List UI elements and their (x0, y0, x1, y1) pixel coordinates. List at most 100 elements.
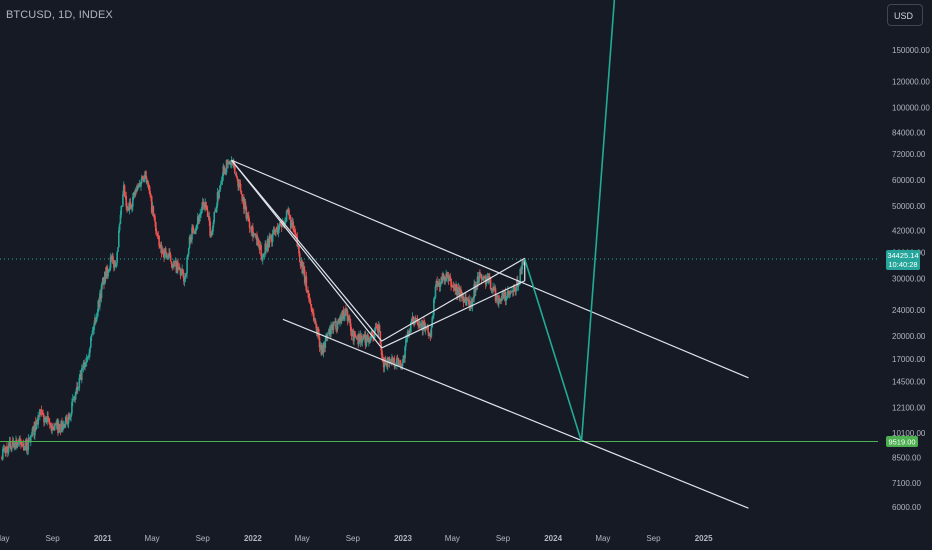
candle-body (323, 343, 326, 348)
candle-body (518, 281, 521, 284)
candle-body (245, 207, 248, 219)
candle-body (510, 291, 512, 293)
candle-body (158, 236, 160, 246)
candle-body (368, 340, 370, 343)
candle-body (483, 276, 485, 279)
candle-body (512, 291, 514, 292)
candle-body (507, 290, 510, 295)
price-axis[interactable]: 150000.00 120000.00 100000.00 84000.00 72000… (892, 46, 930, 512)
candle-body (340, 317, 342, 322)
candle-body (204, 201, 206, 209)
candle-body (136, 186, 138, 192)
candle-body (92, 330, 95, 331)
candle-body (405, 338, 408, 340)
candle-body (470, 301, 472, 307)
candle-body (414, 317, 416, 324)
candle-body (508, 294, 511, 296)
candle-body (435, 281, 438, 287)
candle-body (311, 309, 313, 313)
candle-body (312, 312, 314, 314)
candle-body (376, 327, 378, 329)
candle-body (106, 266, 109, 277)
candle-body (52, 426, 54, 430)
candle-body (265, 243, 267, 251)
rising-channel-bottom[interactable] (381, 280, 525, 349)
candle-body (13, 443, 16, 446)
candle-body (280, 225, 283, 228)
candle-body (319, 344, 322, 348)
candle-body (373, 331, 376, 339)
candle-body (236, 176, 239, 180)
projection-path[interactable] (523, 0, 616, 442)
candle-body (500, 300, 503, 302)
plot-area[interactable] (0, 0, 878, 509)
candle-body (360, 335, 363, 343)
candle-body (67, 414, 70, 424)
candle-body (112, 256, 114, 261)
candle-body (75, 391, 77, 396)
candle-body (353, 331, 355, 342)
candle-body (105, 266, 108, 279)
candle-body (420, 323, 423, 326)
candle-body (11, 440, 14, 447)
candle-body (59, 431, 62, 433)
candle-body (412, 316, 415, 323)
candle-body (196, 216, 199, 225)
candle-body (78, 377, 81, 388)
candle-body (240, 190, 243, 195)
candle-body (44, 417, 47, 419)
candle-body (123, 185, 126, 196)
steep-trendline-a[interactable] (231, 159, 383, 342)
price-tick-label: 7100.00 (892, 479, 921, 488)
time-axis[interactable]: May Sep 2021 May Sep 2022 May Sep 2023 May Sep 2024… (0, 534, 713, 543)
candle-body (411, 316, 414, 320)
candle-body (1, 456, 3, 460)
candle-body (441, 277, 443, 281)
candle-body (359, 335, 361, 343)
candle-body (462, 296, 465, 303)
candle-body (85, 361, 87, 363)
support-price-badge (886, 435, 918, 447)
candle-body (410, 319, 413, 323)
candle-body (286, 210, 289, 212)
candle-body (148, 185, 151, 191)
candle-body (122, 185, 125, 195)
candle-body (135, 190, 137, 192)
candle-body (496, 295, 498, 298)
candle-body (443, 276, 446, 282)
candle-body (396, 358, 399, 359)
candle-body (228, 161, 230, 163)
candle-body (287, 209, 290, 212)
price-tick-label: 14500.00 (892, 378, 926, 387)
candle-body (160, 245, 163, 253)
currency-button[interactable]: USD (887, 4, 923, 26)
upper-trendline[interactable] (231, 159, 749, 379)
candle-body (90, 336, 92, 348)
candle-body (288, 209, 290, 216)
lower-channel-line[interactable] (282, 318, 749, 509)
steep-trendline-b[interactable] (231, 159, 383, 349)
candle-body (317, 328, 319, 336)
candle-body (257, 239, 260, 246)
rising-channel-top[interactable] (381, 257, 526, 342)
candle-body (442, 274, 445, 277)
candle-body (454, 287, 457, 291)
candle-body (113, 260, 115, 268)
candle-body (90, 333, 93, 337)
candle-body (9, 441, 12, 448)
candle-body (2, 448, 5, 450)
candle-body (404, 346, 406, 359)
candle-body (308, 298, 311, 301)
candle-body (34, 421, 36, 436)
candle-body (489, 277, 492, 289)
candle-body (159, 245, 161, 249)
candle-body (465, 297, 467, 306)
candle-body (512, 286, 515, 292)
candle-body (113, 262, 116, 268)
candle-body (307, 290, 309, 294)
candle-body (193, 231, 196, 234)
candle-body (125, 196, 128, 207)
candle-body (187, 247, 190, 255)
